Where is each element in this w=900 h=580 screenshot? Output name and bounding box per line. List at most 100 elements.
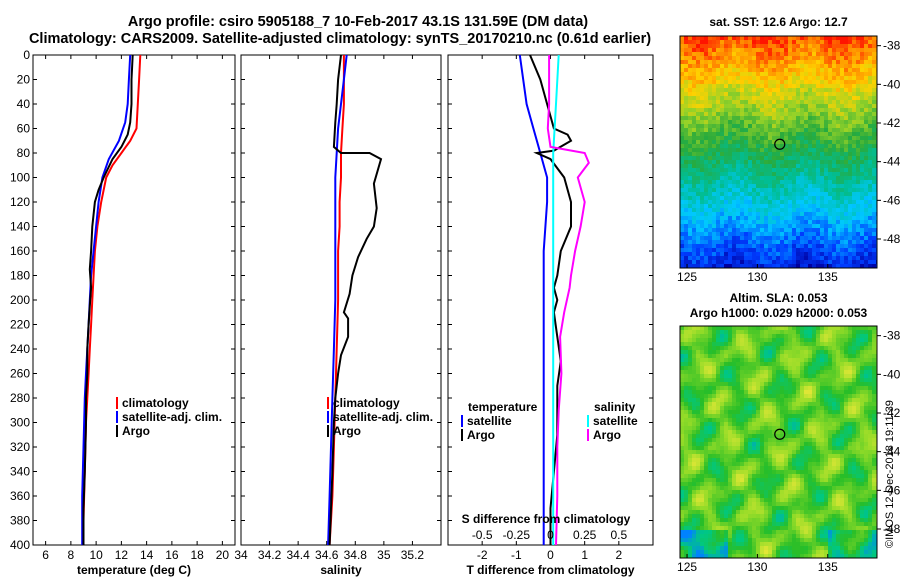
map-cell [860,252,864,256]
y-tick-label: 320 [10,440,30,454]
map-cell [872,236,876,240]
map-cell [736,188,740,192]
map-cell [696,104,700,108]
map-cell [724,338,728,342]
map-cell [716,240,720,244]
map-cell [816,80,820,84]
map-cell [768,252,772,256]
map-cell [872,100,876,104]
map-cell [680,188,684,192]
map-cell [736,350,740,354]
map-cell [848,164,852,168]
map-cell [856,442,860,446]
map-cell [836,76,840,80]
map-cell [724,244,728,248]
map-cell [860,398,864,402]
map-cell [780,446,784,450]
map-cell [720,128,724,132]
map-cell [692,434,696,438]
map-cell [788,362,792,366]
map-cell [864,414,868,418]
map-cell [764,180,768,184]
map-cell [856,56,860,60]
map-cell [872,156,876,160]
map-cell [692,168,696,172]
map-cell [792,176,796,180]
map-cell [872,264,876,268]
map-cell [868,52,872,56]
map-cell [852,84,856,88]
map-cell [840,160,844,164]
map-cell [680,76,684,80]
map-cell [808,374,812,378]
map-cell [680,470,684,474]
map-cell [684,442,688,446]
x-tick-label: 34 [234,548,248,562]
map-cell [804,366,808,370]
map-cell [804,216,808,220]
map-cell [708,224,712,228]
map-cell [764,144,768,148]
y-tick-label: 20 [17,73,31,87]
map-cell [712,338,716,342]
map-cell [808,192,812,196]
map-cell [792,164,796,168]
map-cell [768,386,772,390]
map-cell [712,40,716,44]
map-cell [800,196,804,200]
map-cell [840,188,844,192]
map-cell [736,402,740,406]
map-cell [852,164,856,168]
map-cell [752,44,756,48]
map-cell [788,438,792,442]
map-cell [700,84,704,88]
map-cell [812,386,816,390]
map-cell [728,160,732,164]
map-cell [836,390,840,394]
map-cell [800,366,804,370]
map-cell [688,434,692,438]
map-cell [768,64,772,68]
map-cell [680,168,684,172]
map-cell [716,414,720,418]
map-cell [840,334,844,338]
map-cell [836,248,840,252]
map-cell [812,240,816,244]
map-cell [728,156,732,160]
map-cell [864,176,868,180]
map-cell [692,52,696,56]
map-cell [780,196,784,200]
map-cell [812,136,816,140]
map-cell [792,112,796,116]
map-cell [680,220,684,224]
map-cell [832,414,836,418]
map-cell [852,232,856,236]
map-cell [804,172,808,176]
map-cell [772,144,776,148]
map-cell [776,128,780,132]
map-cell [772,192,776,196]
map-cell [780,108,784,112]
map-cell [844,410,848,414]
map-cell [856,64,860,68]
map-cell [728,68,732,72]
map-cell [780,390,784,394]
map-cell [708,96,712,100]
map-cell [724,264,728,268]
map-title: sat. SST: 12.6 Argo: 12.7 [709,15,848,29]
map-cell [744,120,748,124]
map-cell [760,120,764,124]
map-cell [864,330,868,334]
map-cell [844,80,848,84]
map-cell [780,44,784,48]
map-cell [792,156,796,160]
map-cell [824,116,828,120]
map-cell [692,100,696,104]
map-cell [816,394,820,398]
map-cell [756,374,760,378]
map-cell [800,446,804,450]
map-cell [764,168,768,172]
map-cell [860,378,864,382]
map-cell [816,172,820,176]
map-cell [812,426,816,430]
